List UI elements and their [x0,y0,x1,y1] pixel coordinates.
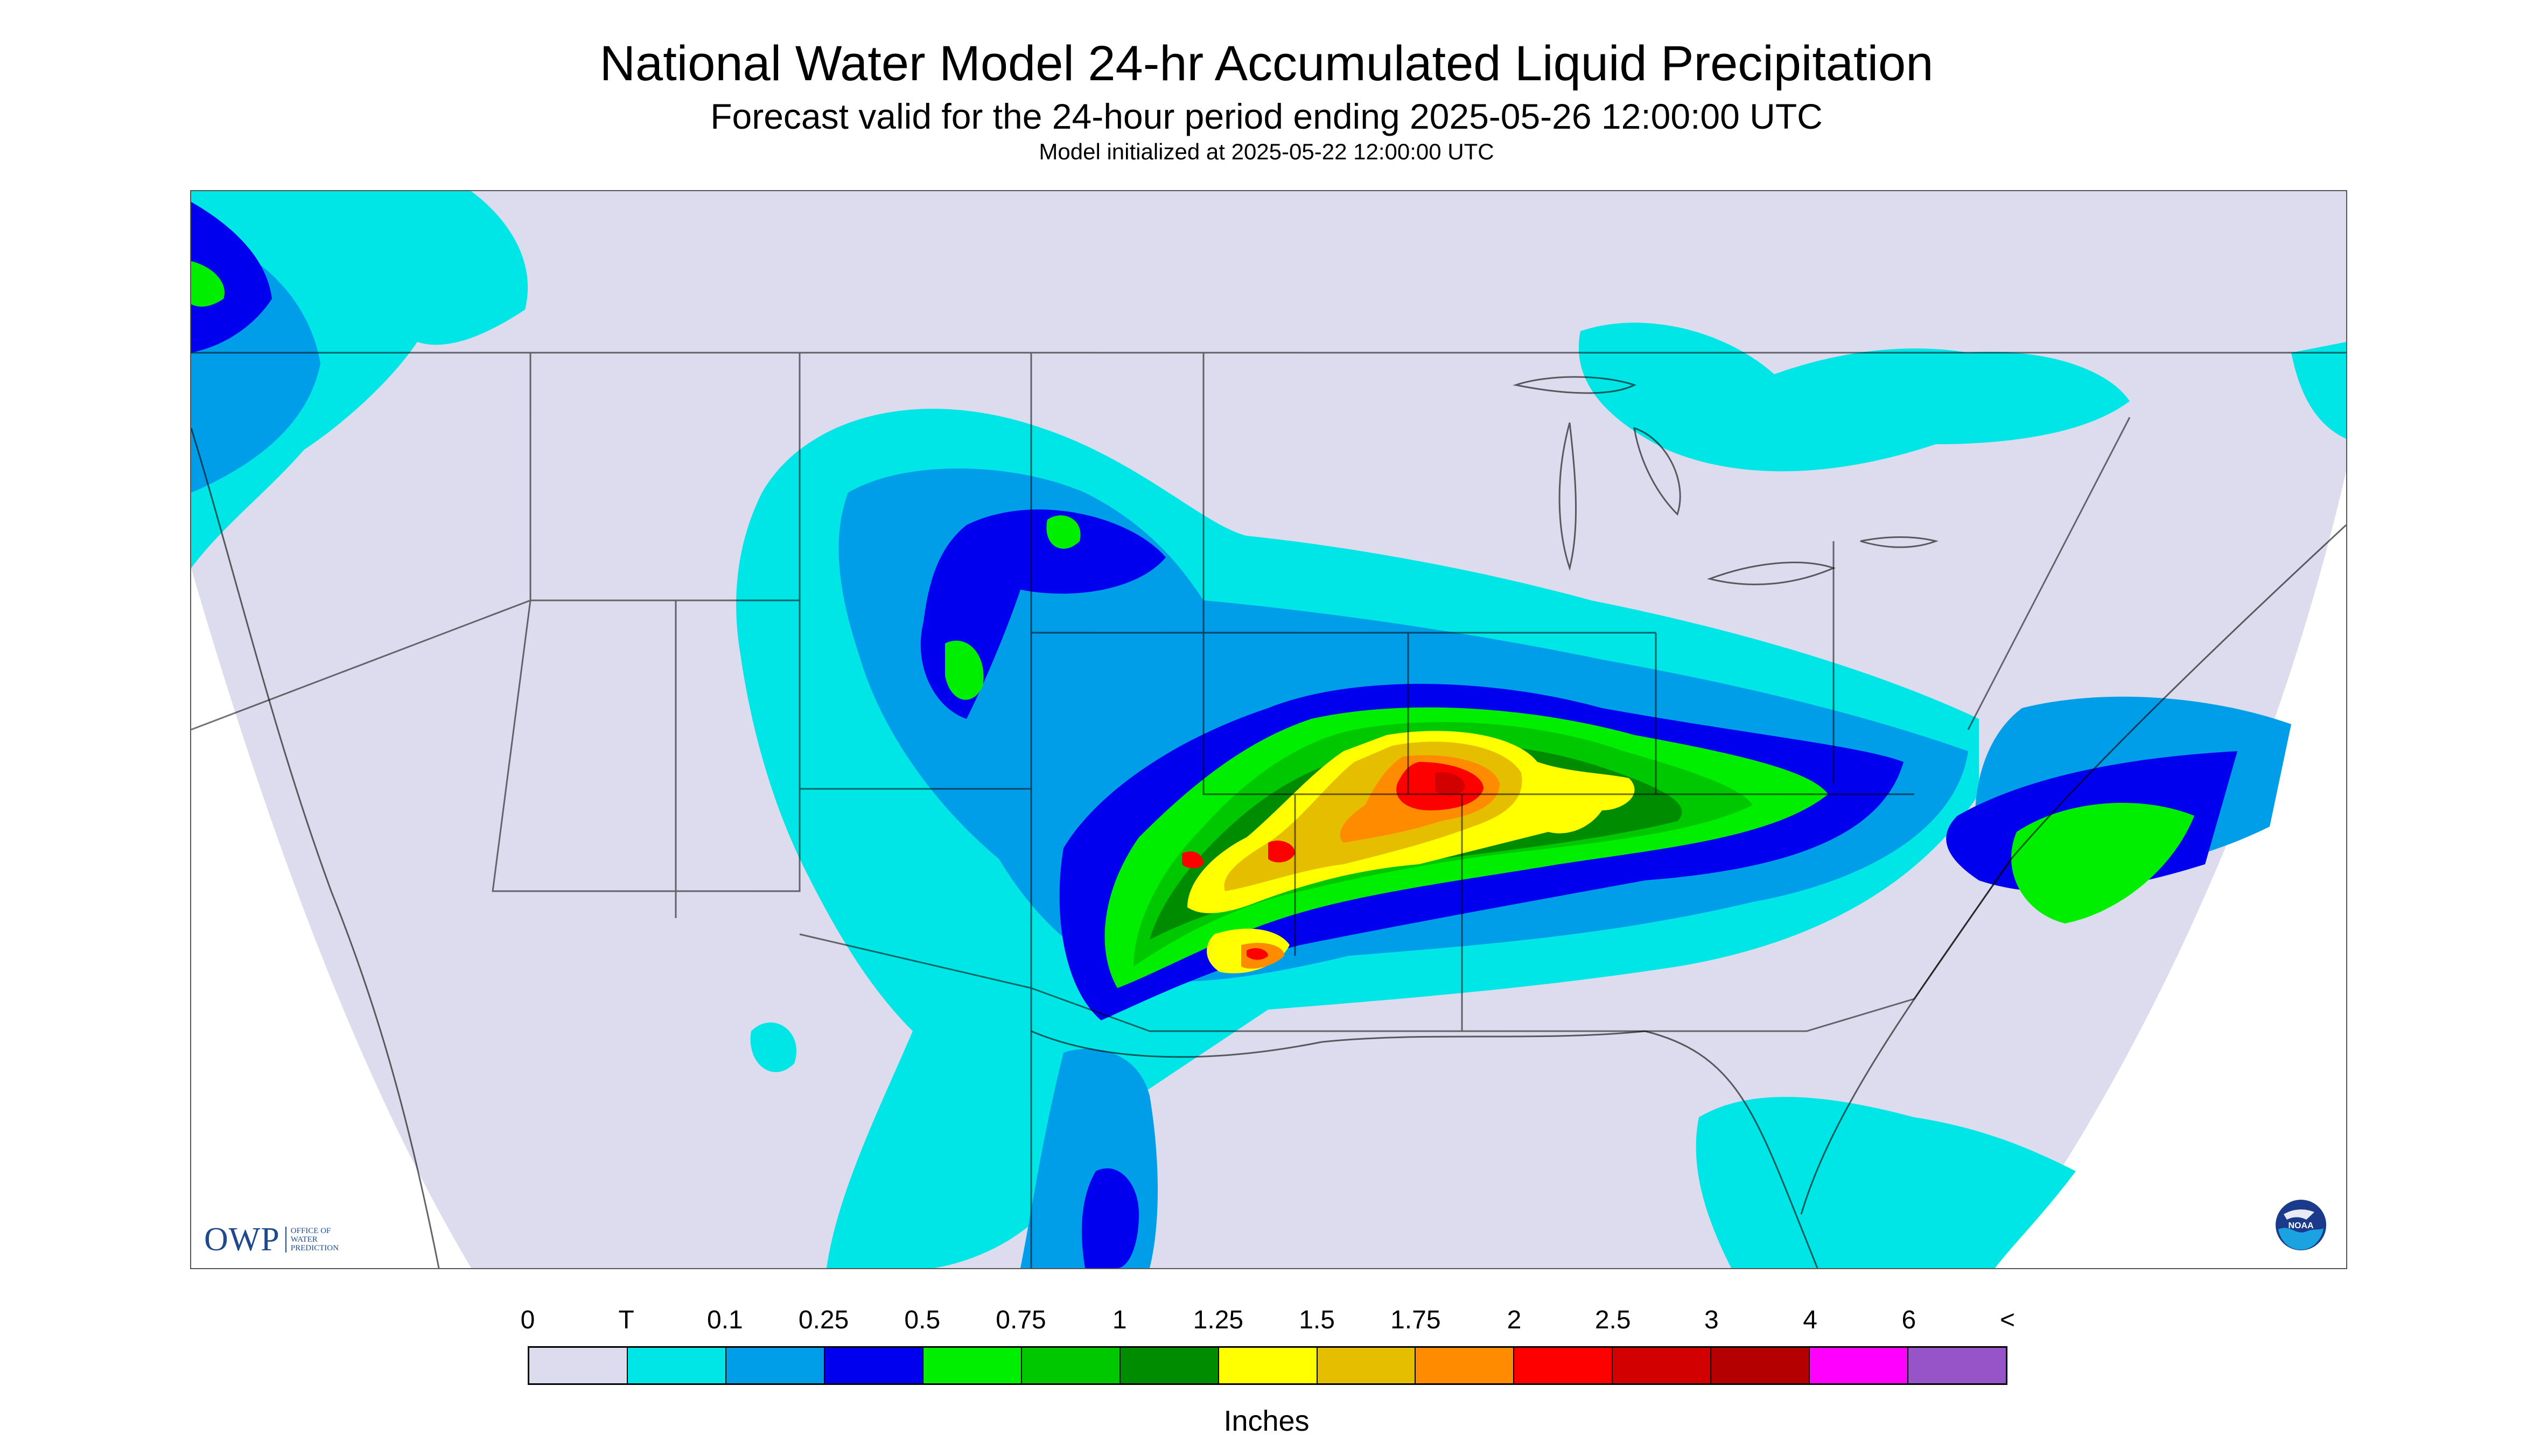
legend-swatch [726,1348,825,1383]
model-init-line: Model initialized at 2025-05-22 12:00:00… [1039,139,1494,164]
legend-unit: Inches [1223,1405,1310,1437]
owp-logo-text: OWP [204,1221,280,1258]
legend-swatch [1810,1348,1909,1383]
legend-swatch [1711,1348,1810,1383]
legend-tick-label: 1.25 [1193,1306,1244,1334]
legend-tick-label: < [1999,1306,2016,1334]
owp-sub-line: WATER [290,1235,318,1244]
legend-tick-label: 3 [1704,1306,1719,1334]
coastline [191,428,2346,1268]
legend-swatch [1613,1348,1712,1383]
owp-logo: OWP OFFICE OF WATER PREDICTION [204,1221,339,1258]
legend-tick-label: 4 [1803,1306,1817,1334]
legend-tick-label: 6 [1901,1306,1916,1334]
legend-tick-label: 1.75 [1390,1306,1441,1334]
legend-swatch [627,1348,726,1383]
legend-tick-label: 2.5 [1594,1306,1631,1334]
owp-sub-line: OFFICE OF [290,1227,331,1235]
noaa-logo: NOAA [2275,1199,2327,1251]
legend-tick-label: 0.1 [707,1306,743,1334]
great-lakes [1513,376,1939,585]
map-subtitle: Forecast valid for the 24-hour period en… [710,96,1823,136]
legend-tick-label: 0.5 [904,1306,941,1334]
legend-swatch [1908,1348,2006,1383]
owp-logo-subtext: OFFICE OF WATER PREDICTION [285,1227,339,1252]
legend-swatch [1514,1348,1613,1383]
legend-tick-label: 2 [1507,1306,1522,1334]
color-legend [528,1346,2007,1385]
legend-swatch [1317,1348,1416,1383]
owp-sub-line: PREDICTION [290,1244,339,1252]
legend-swatch [923,1348,1022,1383]
precipitation-map[interactable]: OWP OFFICE OF WATER PREDICTION NOAA [190,190,2347,1269]
legend-swatch [529,1348,628,1383]
precipitation-map-canvas [191,191,2346,1268]
precip-2.5-areas [1435,772,1465,795]
legend-swatch [1416,1348,1515,1383]
legend-tick-label: 0 [520,1306,535,1334]
noaa-logo-text: NOAA [2288,1221,2314,1230]
legend-tick-label: 1.5 [1299,1306,1335,1334]
map-title: National Water Model 24-hr Accumulated L… [599,36,1934,91]
legend-swatch [1021,1348,1121,1383]
legend-tick-label: 0.75 [996,1306,1046,1334]
legend-tick-label: T [618,1306,634,1334]
boundary-lines [191,352,2346,1268]
legend-tick-label: 1 [1112,1306,1127,1334]
legend-swatch [824,1348,923,1383]
legend-tick-label: 0.25 [798,1306,849,1334]
legend-swatch [1219,1348,1318,1383]
legend-swatch [1120,1348,1219,1383]
